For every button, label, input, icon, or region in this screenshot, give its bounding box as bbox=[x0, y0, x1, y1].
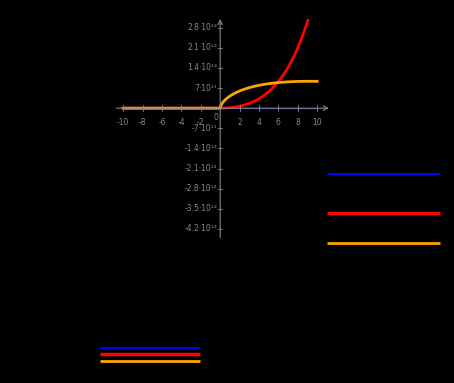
Text: 0: 0 bbox=[213, 113, 218, 121]
Text: -2.1·10¹²: -2.1·10¹² bbox=[184, 164, 217, 173]
Text: 2.1·10¹²: 2.1·10¹² bbox=[188, 43, 217, 52]
Text: -4.2·10¹²: -4.2·10¹² bbox=[184, 224, 217, 233]
Text: 2: 2 bbox=[237, 118, 242, 127]
Text: 10: 10 bbox=[312, 118, 322, 127]
Text: -10: -10 bbox=[117, 118, 129, 127]
Text: 2.8·10¹²: 2.8·10¹² bbox=[188, 23, 217, 32]
Text: -1.4·10¹²: -1.4·10¹² bbox=[184, 144, 217, 153]
Text: -8: -8 bbox=[139, 118, 146, 127]
Text: 6: 6 bbox=[276, 118, 281, 127]
Text: 7·10¹¹: 7·10¹¹ bbox=[194, 83, 217, 93]
Text: 1.4·10¹²: 1.4·10¹² bbox=[187, 64, 217, 72]
Text: -2.8·10¹²: -2.8·10¹² bbox=[184, 184, 217, 193]
Text: 8: 8 bbox=[296, 118, 300, 127]
Text: -2: -2 bbox=[197, 118, 205, 127]
Text: 4: 4 bbox=[257, 118, 262, 127]
Text: -3.5·10¹²: -3.5·10¹² bbox=[184, 204, 217, 213]
Text: -7·10¹¹: -7·10¹¹ bbox=[192, 124, 217, 133]
Text: -6: -6 bbox=[158, 118, 166, 127]
Text: -4: -4 bbox=[178, 118, 185, 127]
